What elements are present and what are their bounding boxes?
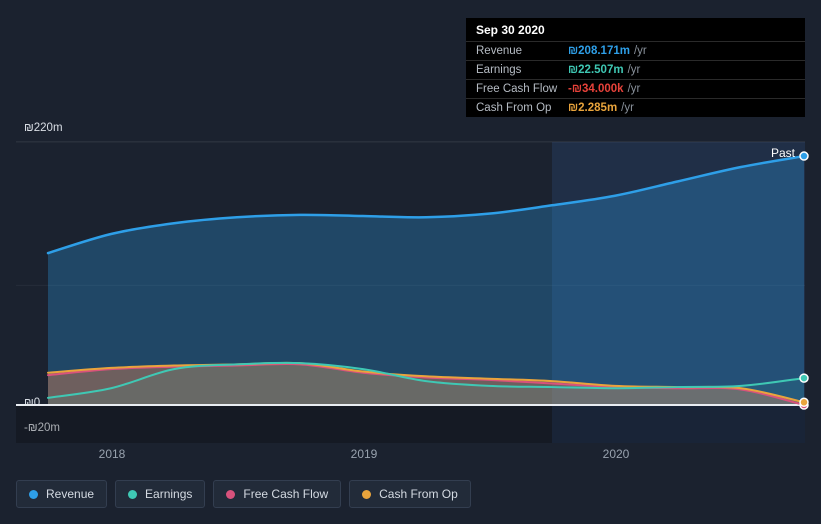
- chart-tooltip: Sep 30 2020 Revenue ₪208.171m /yr Earnin…: [466, 18, 805, 117]
- tooltip-value-free-cash-flow: -₪34.000k: [568, 83, 624, 95]
- tooltip-row-revenue: Revenue ₪208.171m /yr: [466, 41, 805, 60]
- legend-item-earnings[interactable]: Earnings: [115, 480, 206, 508]
- legend-label-cash-from-op: Cash From Op: [379, 487, 458, 501]
- legend-item-free-cash-flow[interactable]: Free Cash Flow: [213, 480, 342, 508]
- legend-label-free-cash-flow: Free Cash Flow: [243, 487, 329, 501]
- x-axis-label-2018: 2018: [98, 447, 126, 461]
- y-axis-label-neg20m: -₪20m: [24, 422, 60, 434]
- tooltip-suffix-free-cash-flow: /yr: [627, 83, 641, 95]
- tooltip-label-revenue: Revenue: [476, 45, 523, 57]
- tooltip-value-cash-from-op: ₪2.285m: [568, 102, 618, 114]
- revenue-dot-icon: [29, 489, 38, 499]
- legend-item-revenue[interactable]: Revenue: [16, 480, 108, 508]
- y-axis-label-220m: ₪220m: [24, 122, 63, 134]
- tooltip-label-cash-from-op: Cash From Op: [476, 102, 552, 114]
- past-region-label: Past: [771, 146, 796, 160]
- tooltip-row-free-cash-flow: Free Cash Flow -₪34.000k /yr: [466, 79, 805, 98]
- tooltip-value-revenue: ₪208.171m: [568, 45, 630, 57]
- tooltip-suffix-revenue: /yr: [633, 45, 647, 57]
- tooltip-date: Sep 30 2020: [476, 23, 545, 37]
- tooltip-label-earnings: Earnings: [476, 64, 522, 76]
- tooltip-row-cash-from-op: Cash From Op ₪2.285m /yr: [466, 98, 805, 117]
- earnings-dot-icon: [128, 489, 138, 499]
- chart-legend: Revenue Earnings Free Cash Flow Cash Fro…: [16, 480, 471, 508]
- legend-label-earnings: Earnings: [145, 487, 193, 501]
- tooltip-suffix-cash-from-op: /yr: [621, 102, 634, 114]
- legend-item-cash-from-op[interactable]: Cash From Op: [349, 480, 471, 508]
- x-axis-label-2020: 2020: [602, 447, 630, 461]
- free-cash-flow-dot-icon: [226, 489, 236, 499]
- x-axis-label-2019: 2019: [350, 447, 378, 461]
- tooltip-row-earnings: Earnings ₪22.507m /yr: [466, 60, 805, 79]
- legend-label-revenue: Revenue: [46, 487, 95, 501]
- tooltip-label-free-cash-flow: Free Cash Flow: [476, 83, 558, 95]
- tooltip-suffix-earnings: /yr: [627, 64, 641, 76]
- cash-from-op-dot-icon: [362, 489, 372, 499]
- chart-canvas[interactable]: [16, 141, 809, 443]
- tooltip-value-earnings: ₪22.507m: [568, 64, 624, 76]
